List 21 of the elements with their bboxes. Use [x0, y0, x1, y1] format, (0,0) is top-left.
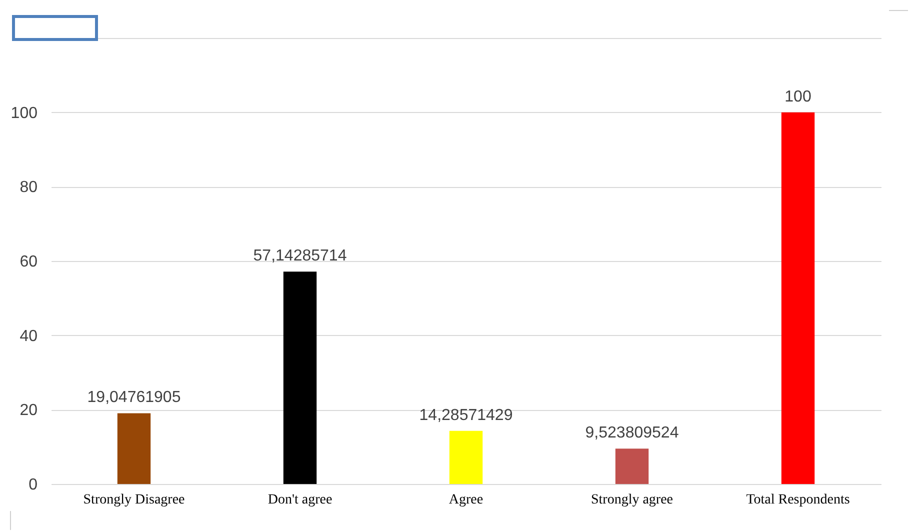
bar [117, 413, 151, 484]
x-tick-label: Agree [448, 492, 484, 508]
y-tick-label: 0 [28, 476, 38, 494]
bar [449, 430, 483, 484]
data-label: 14,28571429 [419, 406, 513, 424]
x-tick-label: Strongly agree [590, 492, 674, 508]
y-tick-label: 60 [20, 254, 38, 270]
y-tick-label: 40 [20, 328, 38, 345]
bar [283, 272, 317, 484]
y-tick-label: 80 [20, 179, 38, 196]
bar [781, 112, 815, 484]
data-label: 9,523809524 [585, 424, 679, 442]
x-tick-label: Strongly Disagree [83, 492, 185, 508]
y-tick-label: 100 [10, 104, 38, 122]
data-label: 100 [784, 88, 812, 106]
x-tick-label: Don't agree [268, 492, 332, 508]
bar [615, 448, 649, 484]
data-label: 57,14285714 [253, 248, 347, 265]
y-tick-label: 20 [20, 402, 38, 420]
x-tick-label: Total Respondents [746, 492, 850, 508]
data-label: 19,04761905 [87, 389, 181, 406]
